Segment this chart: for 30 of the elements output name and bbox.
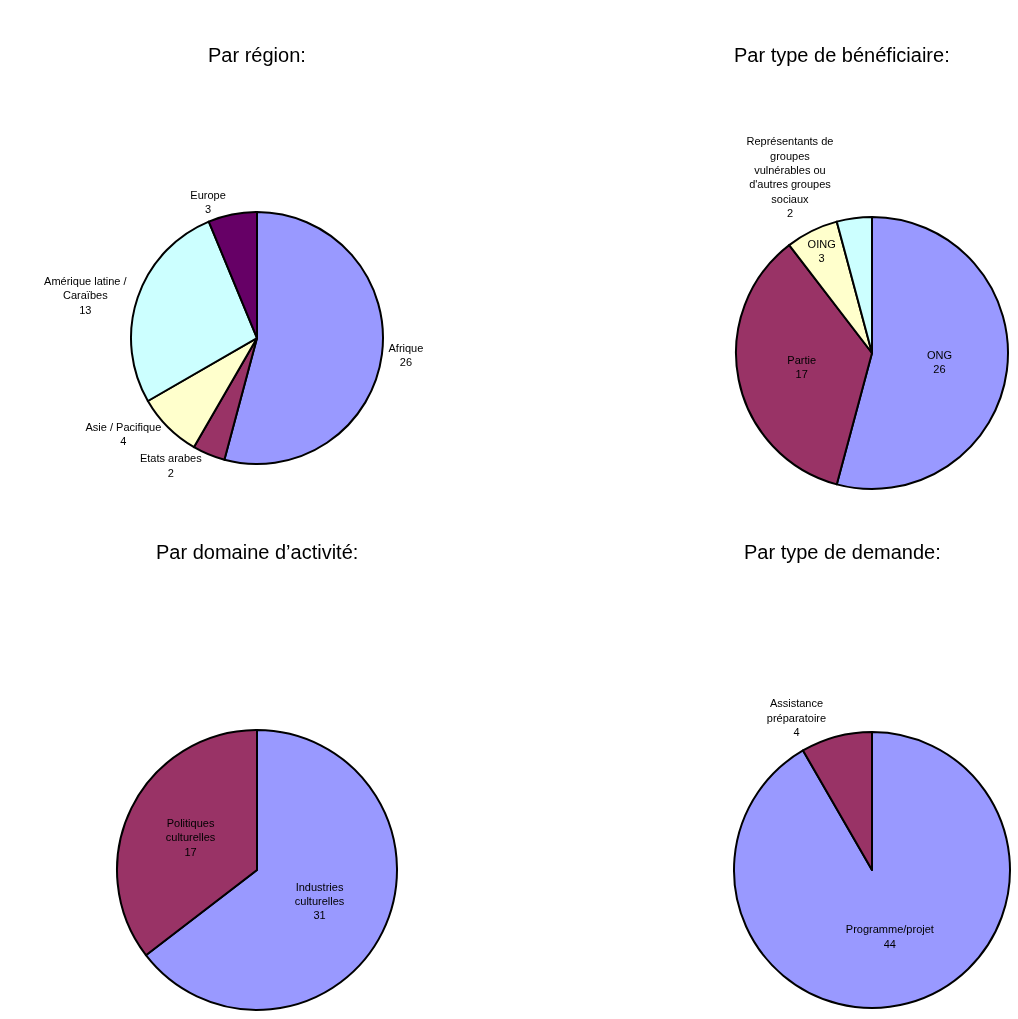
slice-label: OING (807, 237, 836, 250)
data-label: 3 (818, 252, 825, 265)
data-label: 17 (795, 368, 808, 381)
slice-label: Assistance préparatoire (766, 697, 827, 724)
data-label: 4 (120, 434, 127, 447)
slice-label: Asie / Pacifique (85, 420, 162, 433)
slice-label: Programme/projet (845, 923, 934, 936)
slice-label: ONG (926, 348, 952, 361)
chart-title: Par type de bénéficiaire: (734, 44, 950, 66)
slice-label: Représentants de groupes vulnérables ou d'autres groupes sociaux (746, 135, 834, 205)
data-label: 26 (933, 363, 946, 376)
data-label: 3 (205, 202, 212, 215)
slice-label: Afrique (388, 341, 424, 354)
chart-title: Par région: (208, 44, 306, 66)
data-label: 2 (167, 466, 174, 479)
slice-label: Etats arabes (139, 452, 203, 465)
data-label: 13 (79, 303, 92, 316)
data-label: 44 (883, 937, 896, 950)
chart-title: Par type de demande: (744, 541, 941, 563)
chart-title: Par domaine d’activité: (156, 541, 359, 563)
data-label: 26 (399, 355, 413, 368)
data-label: 2 (786, 206, 794, 219)
data-label: 17 (184, 845, 197, 858)
slice-label: Europe (190, 188, 226, 201)
slice-label: Industries culturelles (294, 880, 345, 907)
data-label: 31 (313, 909, 326, 922)
slice-label: Politiques culturelles (165, 817, 216, 844)
data-label: 4 (793, 726, 800, 739)
slice-label: Amérique latine / Caraïbes (44, 275, 128, 302)
slice-label: Partie (787, 353, 817, 366)
